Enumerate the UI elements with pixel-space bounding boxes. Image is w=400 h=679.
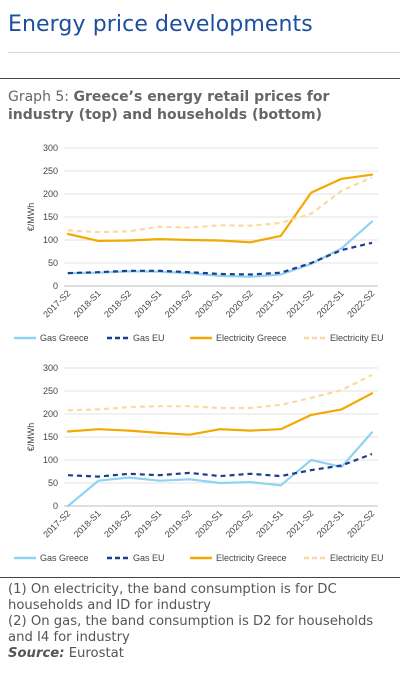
x-tick-label: 2022-S2 bbox=[345, 288, 376, 319]
x-tick-label: 2018-S2 bbox=[102, 508, 133, 539]
legend-label: Gas Greece bbox=[40, 553, 89, 563]
graph-label: Graph 5: bbox=[8, 89, 70, 105]
footnote-2: (2) On gas, the band consumption is D2 f… bbox=[8, 614, 374, 645]
x-tick-label: 2019-S2 bbox=[163, 508, 194, 539]
x-tick-label: 2019-S2 bbox=[163, 288, 194, 319]
legend-label: Gas EU bbox=[133, 553, 165, 563]
series-line bbox=[67, 452, 373, 478]
y-tick-label: 300 bbox=[43, 143, 58, 153]
x-tick-label: 2021-S1 bbox=[254, 288, 285, 319]
y-tick-label: 250 bbox=[43, 166, 58, 176]
y-tick-label: 0 bbox=[53, 501, 58, 511]
notes-divider bbox=[0, 577, 400, 578]
series-line bbox=[67, 373, 373, 412]
x-tick-label: 2022-S1 bbox=[315, 508, 346, 539]
industry-price-chart: 0 50 100 150 200 250 300 €/MWh 2017-S2 2018-S1 201… bbox=[0, 140, 400, 352]
y-tick-label: 150 bbox=[43, 432, 58, 442]
legend-label: Electricity EU bbox=[330, 333, 384, 343]
y-tick-label: 50 bbox=[48, 478, 58, 488]
x-tick-label: 2022-S2 bbox=[345, 508, 376, 539]
y-tick-label: 0 bbox=[53, 281, 58, 291]
x-tick-label: 2021-S2 bbox=[284, 508, 315, 539]
legend-label: Electricity EU bbox=[330, 553, 384, 563]
legend-label: Electricity Greece bbox=[216, 333, 287, 343]
y-tick-label: 200 bbox=[43, 409, 58, 419]
x-tick-label: 2022-S1 bbox=[315, 288, 346, 319]
x-tick-label: 2020-S2 bbox=[224, 508, 255, 539]
y-tick-label: 150 bbox=[43, 212, 58, 222]
y-tick-label: 100 bbox=[43, 235, 58, 245]
series-line bbox=[67, 241, 373, 276]
legend-label: Gas EU bbox=[133, 333, 165, 343]
x-tick-label: 2017-S2 bbox=[41, 288, 72, 319]
footnote-1: (1) On electricity, the band consumption… bbox=[8, 582, 337, 613]
series-line bbox=[66, 220, 374, 278]
x-tick-label: 2018-S1 bbox=[72, 508, 103, 539]
x-tick-label: 2021-S1 bbox=[254, 508, 285, 539]
source-value: Eurostat bbox=[68, 646, 124, 661]
legend-label: Electricity Greece bbox=[216, 553, 287, 563]
x-tick-label: 2018-S1 bbox=[72, 288, 103, 319]
page-title: Energy price developments bbox=[8, 12, 313, 37]
series-line bbox=[66, 392, 374, 436]
footnotes: (1) On electricity, the band consumption… bbox=[8, 582, 398, 662]
y-axis-label: €/MWh bbox=[26, 203, 36, 232]
y-tick-label: 250 bbox=[43, 386, 58, 396]
graph-header-rule bbox=[0, 78, 400, 79]
legend-label: Gas Greece bbox=[40, 333, 89, 343]
x-tick-label: 2017-S2 bbox=[41, 508, 72, 539]
series-line bbox=[66, 173, 374, 244]
household-price-chart: 0 50 100 150 200 250 300 €/MWh 2017-S2 2018-S1 201… bbox=[0, 360, 400, 572]
y-axis-label: €/MWh bbox=[26, 423, 36, 452]
x-tick-label: 2020-S1 bbox=[193, 288, 224, 319]
y-tick-label: 100 bbox=[43, 455, 58, 465]
y-tick-label: 300 bbox=[43, 363, 58, 373]
x-tick-label: 2018-S2 bbox=[102, 288, 133, 319]
graph-caption: Graph 5: Greece’s energy retail prices f… bbox=[8, 88, 393, 124]
title-divider bbox=[8, 52, 400, 53]
graph-title: Greece’s energy retail prices for indust… bbox=[8, 89, 330, 123]
series-line bbox=[66, 431, 374, 508]
source-line: Source: Eurostat bbox=[8, 646, 398, 662]
x-tick-label: 2020-S2 bbox=[224, 288, 255, 319]
y-tick-label: 200 bbox=[43, 189, 58, 199]
x-tick-label: 2019-S1 bbox=[132, 508, 163, 539]
x-tick-label: 2019-S1 bbox=[132, 288, 163, 319]
x-tick-label: 2021-S2 bbox=[284, 288, 315, 319]
x-tick-label: 2020-S1 bbox=[193, 508, 224, 539]
y-tick-label: 50 bbox=[48, 258, 58, 268]
source-label: Source: bbox=[8, 646, 65, 661]
